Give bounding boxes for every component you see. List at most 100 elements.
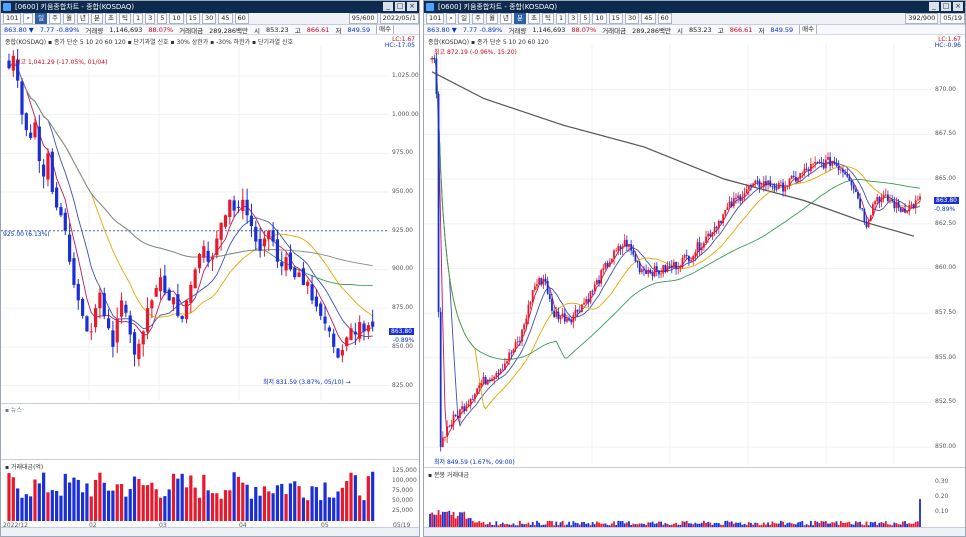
volume-bar [645,524,648,527]
volume-bar [882,523,885,527]
period-button-6[interactable]: 틱 [118,13,131,24]
period-button-0[interactable]: 일 [35,13,48,24]
candle-body [908,205,911,212]
maximize-icon[interactable]: □ [395,2,405,11]
candle-body [664,265,667,272]
volume-bar [829,523,832,527]
period-button-3[interactable]: 년 [77,13,89,24]
candle-body [358,322,362,339]
period-button-11[interactable]: 15 [185,13,200,24]
buy-button[interactable]: 매수 [376,25,395,34]
volume-bar [617,520,620,527]
left-price-chart[interactable] [1,45,389,401]
candle-body [433,58,436,60]
period-button-1[interactable]: 주 [472,13,485,24]
period-button-12[interactable]: 30 [624,13,640,24]
volume-bar [844,522,847,527]
volume-bar [812,525,814,527]
candle-body [176,294,180,316]
period-button-6[interactable]: 틱 [541,13,554,24]
volume-bar [76,479,80,521]
candle-body [662,265,665,274]
volume-bar [171,473,176,521]
period-button-4[interactable]: 분 [91,13,103,24]
code-input[interactable]: 101 [3,13,22,24]
period-button-11[interactable]: 15 [608,13,623,24]
candle-body [598,280,600,284]
period-button-14[interactable]: 60 [657,13,672,24]
period-button-12[interactable]: 30 [201,13,217,24]
code-input[interactable]: 101 [426,13,445,24]
period-button-0[interactable]: 일 [458,13,471,24]
candle-body [655,266,658,271]
candle-body [726,207,729,210]
candle-body [640,269,643,273]
buy-button[interactable]: 매수 [799,25,818,34]
right-title-bar[interactable]: [0600] 키움종합차트 - 종합(KOSDAQ) _ □ × [424,1,965,13]
close-icon[interactable]: × [407,2,417,11]
date-field[interactable]: 2022/05/1 [379,13,419,24]
right-volume-chart[interactable] [424,477,932,527]
volume-bar [919,498,921,527]
period-button-2[interactable]: 월 [486,13,499,24]
left-volume-chart[interactable] [1,469,389,521]
count-field[interactable]: 95/600 [348,13,378,24]
period-button-5[interactable]: 초 [104,13,117,24]
search-icon[interactable]: ⌕ [446,13,457,24]
volume-bar [469,518,472,527]
volume-bar [514,525,517,527]
candle-body [715,226,718,229]
close-icon[interactable]: × [953,2,963,11]
candle-body [728,201,731,208]
period-button-9[interactable]: 5 [580,13,591,24]
candle-body [724,209,727,215]
volume-bar [124,496,128,521]
volume-bar [912,523,915,527]
candle-body [632,250,635,255]
y-tick-label: 862.50 [935,219,956,227]
volume-bar [454,518,457,527]
period-button-8[interactable]: 3 [145,13,156,24]
candle-body [128,315,132,335]
candle-body [814,162,817,164]
left-title-bar[interactable]: [0600] 키움종합차트 - 종합(KOSDAQ) _ □ × [1,1,419,13]
candle-body [822,162,825,169]
candle-body [589,291,592,303]
candle-body [150,300,154,309]
volume-bar [16,488,20,521]
volume-bar [711,524,714,527]
volume-bar [908,523,911,527]
volume-bar [867,525,870,527]
period-button-10[interactable]: 10 [592,13,607,24]
period-button-5[interactable]: 초 [527,13,540,24]
high-annotation: 최고 1,041.29 (-17.05%, 01/04) [15,59,108,66]
period-button-3[interactable]: 년 [500,13,512,24]
count-field[interactable]: 392/900 [905,13,939,24]
period-button-8[interactable]: 3 [568,13,579,24]
minimize-icon[interactable]: _ [929,2,939,11]
period-button-2[interactable]: 월 [63,13,76,24]
right-price-chart[interactable] [424,45,932,465]
candle-body [215,238,219,256]
candle-body [831,161,834,166]
candle-body [889,200,891,202]
search-icon[interactable]: ⌕ [23,13,34,24]
period-button-13[interactable]: 45 [218,13,233,24]
period-button-7[interactable]: 1 [132,13,144,24]
period-button-7[interactable]: 1 [555,13,567,24]
period-button-13[interactable]: 45 [641,13,656,24]
candle-body [463,406,466,411]
period-button-1[interactable]: 주 [49,13,62,24]
period-button-10[interactable]: 10 [169,13,184,24]
period-button-14[interactable]: 60 [234,13,249,24]
period-button-4[interactable]: 분 [514,13,526,24]
volume-bar [206,490,210,521]
volume-bar [743,523,746,527]
candle-body [301,268,305,285]
maximize-icon[interactable]: □ [941,2,951,11]
period-button-9[interactable]: 5 [157,13,168,24]
minimize-icon[interactable]: _ [383,2,393,11]
date-field[interactable]: 05/19 [940,13,965,24]
low-value: 849.59 [770,25,794,34]
volume-bar [85,483,89,521]
